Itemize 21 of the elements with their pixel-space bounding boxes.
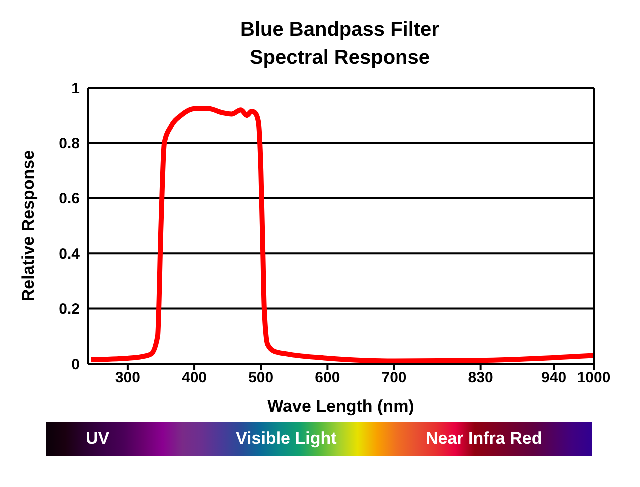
y-tick-label: 1 [72, 80, 80, 98]
y-tick-label: 0.2 [59, 301, 80, 318]
y-tick-label: 0.6 [59, 190, 80, 208]
y-tick-label: 0 [72, 356, 80, 374]
chart-subtitle: Spectral Response [248, 46, 432, 71]
x-tick-label: 940 [542, 370, 567, 387]
x-tick-label: 300 [115, 370, 140, 387]
text: Visible Light [236, 429, 337, 449]
y-tick-label: 0.4 [59, 246, 81, 263]
x-axis-title: Wave Length (nm) [268, 397, 414, 416]
x-tick-label: 600 [315, 370, 340, 387]
x-tick-label: 400 [182, 370, 208, 387]
x-tick-label: 830 [468, 370, 494, 387]
text: UV [86, 429, 110, 449]
text: Near Infra Red [426, 429, 542, 449]
x-tick-label: 1000 [577, 370, 611, 387]
chart-title: Blue Bandpass Filter [240, 18, 440, 43]
y-axis-title: Relative Response [19, 150, 38, 302]
x-tick-label: 700 [382, 370, 407, 387]
x-tick-label: 500 [248, 370, 274, 387]
y-tick-label: 0.8 [59, 136, 80, 153]
